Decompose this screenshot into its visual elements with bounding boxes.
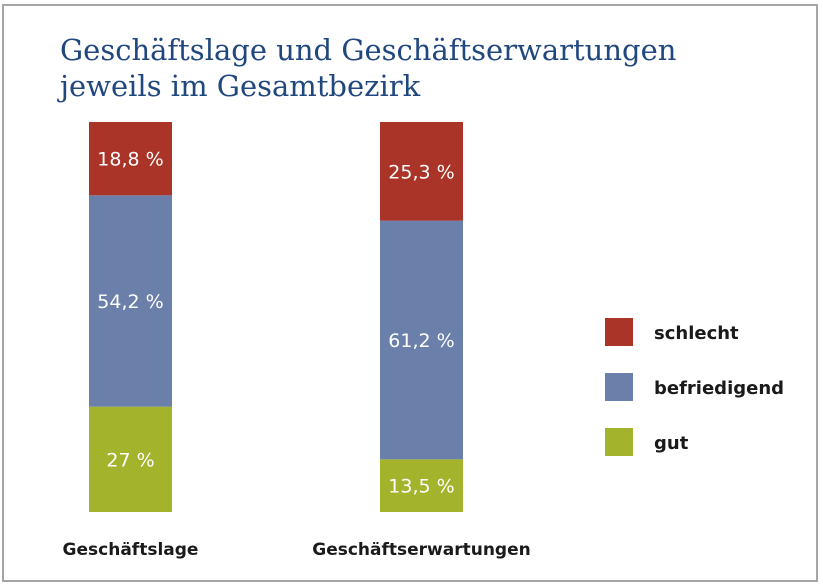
bar-segment-geschaeftslage-schlecht [89, 122, 172, 196]
category-label-geschaeftserwartungen: Geschäftserwartungen [312, 540, 531, 560]
bar-segment-geschaeftslage-befriedigend [89, 195, 172, 407]
bar-segment-geschaeftslage-gut [89, 406, 172, 512]
category-label-geschaeftslage: Geschäftslage [63, 540, 199, 560]
data-label-geschaeftslage-befriedigend: 54,2 % [97, 291, 163, 313]
legend-label-schlecht: schlecht [654, 323, 739, 344]
bar-segment-geschaeftserwartungen-gut [380, 459, 463, 512]
chart-title-line-2: jeweils im Gesamtbezirk [60, 69, 421, 103]
data-label-geschaeftserwartungen-befriedigend: 61,2 % [388, 330, 454, 352]
legend: schlecht befriedigend gut [605, 318, 784, 456]
bars-group: 27 % 54,2 % 18,8 % 13,5 % 61,2 % 25,3 % [89, 122, 463, 512]
legend-swatch-befriedigend [605, 373, 633, 401]
data-label-geschaeftserwartungen-gut: 13,5 % [388, 476, 454, 498]
category-labels-group: Geschäftslage Geschäftserwartungen [63, 540, 531, 560]
legend-swatch-schlecht [605, 318, 633, 346]
data-label-geschaeftslage-schlecht: 18,8 % [97, 149, 163, 171]
bar-segment-geschaeftserwartungen-schlecht [380, 122, 463, 221]
data-label-geschaeftslage-gut: 27 % [106, 449, 154, 471]
chart-title: Geschäftslage und Geschäftserwartungen j… [60, 32, 676, 104]
legend-label-befriedigend: befriedigend [654, 378, 784, 399]
bar-segment-geschaeftserwartungen-befriedigend [380, 220, 463, 460]
data-label-geschaeftserwartungen-schlecht: 25,3 % [388, 161, 454, 183]
legend-swatch-gut [605, 428, 633, 456]
legend-label-gut: gut [654, 433, 689, 454]
chart-title-line-1: Geschäftslage und Geschäftserwartungen [60, 33, 677, 67]
